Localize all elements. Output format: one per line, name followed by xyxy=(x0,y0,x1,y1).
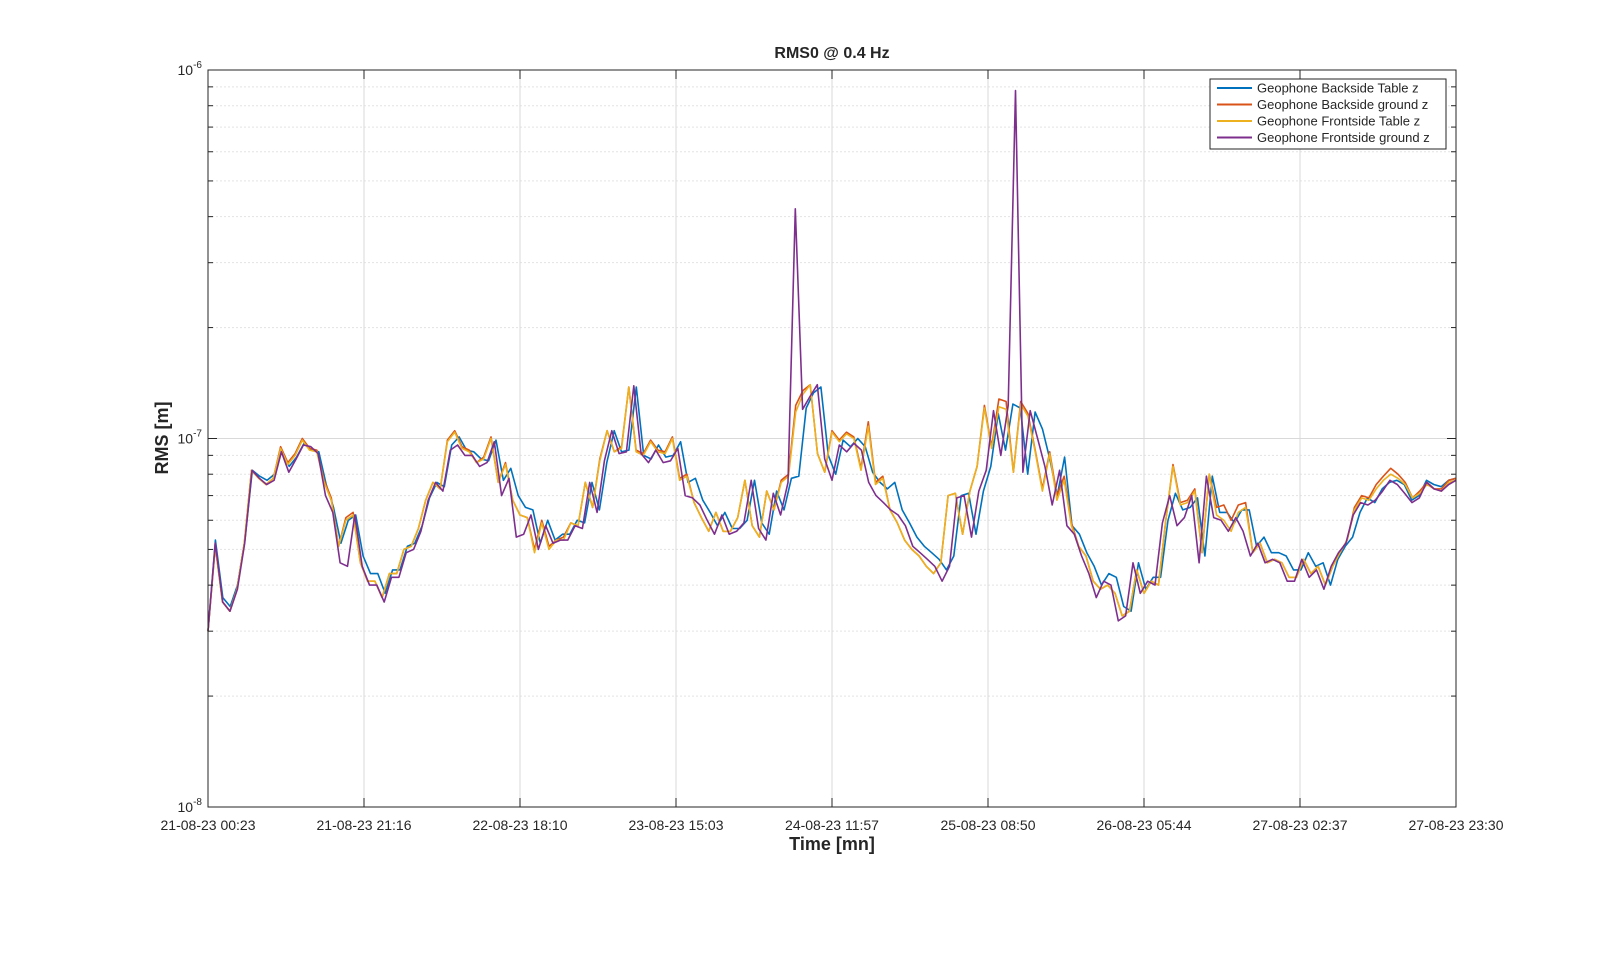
y-tick-exponent: -7 xyxy=(193,429,202,440)
x-tick-label: 25-08-23 08:50 xyxy=(941,817,1036,833)
y-tick-exponent: -6 xyxy=(193,60,202,71)
y-tick-base: 10 xyxy=(178,62,194,78)
y-tick-label: 10-6 xyxy=(178,60,203,78)
y-tick-label: 10-8 xyxy=(178,797,203,815)
y-tick-base: 10 xyxy=(178,799,194,815)
x-tick-label: 27-08-23 02:37 xyxy=(1253,817,1348,833)
x-axis-title: Time [mn] xyxy=(789,834,875,854)
axis-ticks xyxy=(207,69,1457,808)
x-tick-label: 24-08-23 11:57 xyxy=(785,817,879,833)
legend-label-3: Geophone Frontside Table z xyxy=(1257,114,1420,129)
y-tick-label: 10-7 xyxy=(178,429,203,447)
x-tick-label: 22-08-23 18:10 xyxy=(473,817,568,833)
x-tick-label: 21-08-23 00:23 xyxy=(161,817,256,833)
y-tick-labels: 10-810-710-6 xyxy=(178,60,203,815)
y-axis-title: RMS [m] xyxy=(152,402,172,475)
x-tick-label: 27-08-23 23:30 xyxy=(1409,817,1504,833)
series-line-3 xyxy=(207,383,1457,632)
series-lines xyxy=(207,89,1457,632)
chart-title: RMS0 @ 0.4 Hz xyxy=(774,45,889,62)
x-tick-label: 23-08-23 15:03 xyxy=(629,817,724,833)
series-line-1 xyxy=(207,386,1457,632)
x-tick-label: 26-08-23 05:44 xyxy=(1097,817,1192,833)
x-tick-label: 21-08-23 21:16 xyxy=(317,817,412,833)
x-tick-labels: 21-08-23 00:23 21-08-23 21:16 22-08-23 18:… xyxy=(161,817,1504,833)
y-tick-base: 10 xyxy=(178,431,194,447)
legend-label-2: Geophone Backside ground z xyxy=(1257,97,1428,112)
y-tick-exponent: -8 xyxy=(193,797,202,808)
legend-label-1: Geophone Backside Table z xyxy=(1257,81,1419,96)
series-line-4 xyxy=(207,89,1457,632)
legend-label-4: Geophone Frontside ground z xyxy=(1257,130,1430,145)
